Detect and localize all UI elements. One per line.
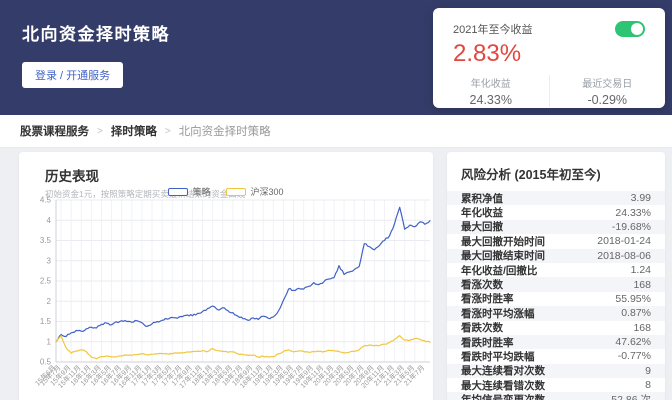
row-label: 最大连续看错次数	[461, 379, 545, 392]
row-value: -19.68%	[611, 220, 651, 233]
annual-return-metric: 年化收益 24.33%	[433, 75, 549, 107]
metric-label: 年化收益	[470, 79, 511, 90]
table-row: 年化收益 24.33%	[447, 205, 665, 220]
row-label: 年化收益	[461, 207, 503, 220]
metric-label: 最近交易日	[582, 79, 633, 90]
risk-table: 累积净值 3.99 年化收益 24.33% 最大回撤 -19.68% 最大回撤开始时间 201…	[447, 191, 665, 400]
y-axis-tick-label: 4	[47, 216, 52, 225]
breadcrumb-item-current: 北向资金择时策略	[178, 126, 271, 138]
row-label: 看涨次数	[461, 279, 503, 292]
benchmark-swatch-icon	[226, 187, 247, 196]
row-value: 3.99	[630, 192, 651, 205]
return-value: 2.83%	[453, 40, 522, 67]
row-value: 24.33%	[615, 206, 651, 219]
breadcrumb-separator: >	[97, 125, 103, 137]
row-label: 看涨时胜率	[461, 293, 514, 306]
row-label: 最大回撤开始时间	[461, 235, 545, 248]
row-label: 累积净值	[461, 192, 503, 205]
breadcrumb: 股票课程服务 > 择时策略 > 北向资金择时策略	[0, 115, 672, 148]
y-axis-tick-label: 1.5	[40, 317, 52, 326]
row-label: 最大回撤结束时间	[461, 250, 545, 263]
y-axis-tick-label: 3.5	[40, 236, 52, 245]
login-button[interactable]: 登录 / 开通服务	[22, 62, 124, 88]
table-row: 最大连续看错次数 8	[447, 378, 665, 392]
history-performance-card: 历史表现 初始资金1元，按照策略定期买卖最新结果的资金曲线 策略 沪深300 1…	[19, 152, 433, 400]
legend-item-strategy[interactable]: 策略	[168, 185, 210, 198]
metric-value: 24.33%	[469, 93, 512, 107]
table-row: 年化收益/回撤比 1.24	[447, 263, 665, 277]
row-label: 看跌次数	[461, 322, 503, 335]
row-value: 168	[633, 321, 651, 334]
benchmark-line-series	[55, 335, 431, 360]
legend-label: 策略	[192, 187, 211, 197]
row-label: 看跌时平均跌幅	[461, 351, 535, 363]
y-axis-tick-label: 4.5	[40, 196, 52, 205]
row-value: 2018-01-24	[597, 235, 651, 248]
risk-card-title: 风险分析 (2015年初至今)	[461, 168, 601, 182]
row-label: 最大回撤	[461, 221, 503, 234]
y-axis-tick-label: 2	[47, 297, 52, 306]
history-card-title: 历史表现	[45, 169, 99, 184]
table-row: 看跌时平均跌幅 -0.77%	[447, 349, 665, 363]
history-card-subtitle: 初始资金1元，按照策略定期买卖最新结果的资金曲线	[45, 189, 246, 199]
breadcrumb-separator: >	[164, 125, 171, 137]
row-label: 看涨时平均涨幅	[461, 307, 535, 320]
row-value: 55.95%	[615, 292, 651, 305]
strategy-line-series	[55, 206, 431, 343]
row-value: 8	[645, 379, 651, 392]
row-label: 最大连续看对次数	[461, 365, 545, 378]
breadcrumb-item-timing[interactable]: 择时策略	[110, 126, 157, 138]
row-value: 168	[633, 278, 651, 291]
row-label: 年均信号变更次数	[461, 392, 545, 400]
table-row: 看跌时胜率 47.62%	[447, 334, 665, 350]
table-row: 最大连续看对次数 9	[447, 363, 665, 379]
table-row: 年均信号变更次数 52.86 次	[447, 392, 665, 400]
strategy-swatch-icon	[168, 187, 189, 196]
performance-chart[interactable]: 15年6月15年7月15年9月15年11月16年1月16年3月16年5月16年7…	[19, 192, 433, 400]
y-axis-tick-label: 2.5	[40, 277, 52, 286]
row-value: 52.86 次	[611, 392, 651, 400]
table-row: 看涨次数 168	[447, 277, 665, 292]
table-row: 累积净值 3.99	[447, 191, 665, 206]
toggle-knob	[631, 23, 643, 35]
breadcrumb-item-courses[interactable]: 股票课程服务	[20, 126, 89, 138]
return-stats-card: 2021年至今收益 2.83% 年化收益 24.33% 最近交易日 -0.29%	[433, 8, 665, 108]
metric-value: -0.29%	[587, 93, 628, 107]
page-title: 北向资金择时策略	[22, 25, 170, 44]
table-row: 最大回撤开始时间 2018-01-24	[447, 234, 665, 248]
y-axis-tick-label: 0.5	[40, 358, 52, 367]
row-value: 0.87%	[621, 307, 651, 320]
latest-day-metric: 最近交易日 -0.29%	[548, 75, 666, 107]
y-axis-tick-label: 3	[47, 256, 52, 265]
legend-label: 沪深300	[250, 187, 284, 197]
chart-legend: 策略 沪深300	[19, 185, 433, 198]
row-value: 9	[645, 364, 651, 377]
return-period-label: 2021年至今收益	[453, 24, 533, 36]
row-value: 1.24	[630, 264, 651, 277]
row-label: 年化收益/回撤比	[461, 264, 538, 277]
table-row: 看涨时胜率 55.95%	[447, 292, 665, 306]
legend-item-benchmark[interactable]: 沪深300	[226, 185, 284, 198]
row-label: 看跌时胜率	[461, 336, 514, 349]
row-value: -0.77%	[617, 350, 651, 363]
table-row: 最大回撤 -19.68%	[447, 219, 665, 235]
risk-analysis-card: 风险分析 (2015年初至今) 累积净值 3.99 年化收益 24.33% 最大回撤 -1…	[447, 152, 665, 400]
period-toggle[interactable]	[615, 21, 645, 37]
row-value: 2018-08-06	[597, 249, 651, 262]
table-row: 最大回撤结束时间 2018-08-06	[447, 248, 665, 263]
table-row: 看跌次数 168	[447, 321, 665, 335]
table-row: 看涨时平均涨幅 0.87%	[447, 306, 665, 321]
row-value: 47.62%	[615, 336, 651, 349]
y-axis-tick-label: 1	[47, 337, 52, 346]
